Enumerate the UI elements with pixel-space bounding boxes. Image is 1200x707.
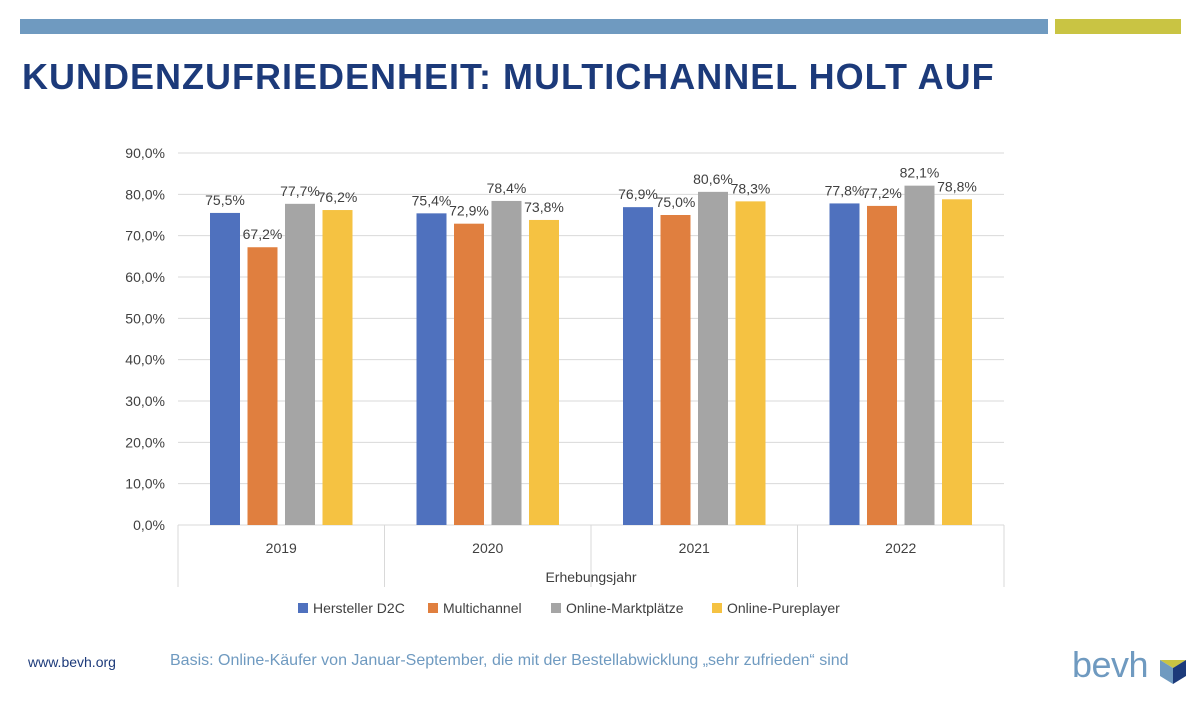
bar xyxy=(454,223,484,525)
legend-swatch xyxy=(298,603,308,613)
logo-text: bevh xyxy=(1072,644,1149,685)
y-tick-label: 60,0% xyxy=(125,269,165,285)
bevh-logo: bevh xyxy=(1072,644,1186,690)
footer-note: Basis: Online-Käufer von Januar-Septembe… xyxy=(170,652,849,669)
legend-swatch xyxy=(428,603,438,613)
legend-label: Online-Pureplayer xyxy=(727,600,840,616)
data-label: 82,1% xyxy=(900,165,940,181)
bar xyxy=(698,191,728,525)
x-axis-title: Erhebungsjahr xyxy=(545,569,636,585)
data-label: 75,5% xyxy=(205,192,245,208)
data-label: 77,8% xyxy=(825,182,865,198)
bar xyxy=(942,199,972,525)
bar xyxy=(416,213,447,525)
y-tick-label: 20,0% xyxy=(125,434,165,450)
x-tick-label: 2022 xyxy=(885,540,916,556)
legend-label: Hersteller D2C xyxy=(313,600,405,616)
data-label: 78,4% xyxy=(487,180,527,196)
data-label: 67,2% xyxy=(243,226,283,242)
y-tick-label: 40,0% xyxy=(125,352,165,368)
y-tick-label: 90,0% xyxy=(125,145,165,161)
x-tick-label: 2021 xyxy=(679,540,710,556)
data-label: 77,7% xyxy=(280,183,320,199)
bar xyxy=(623,207,653,525)
data-label: 76,9% xyxy=(618,186,658,202)
data-label: 77,2% xyxy=(862,185,902,201)
bar xyxy=(285,203,315,525)
bar xyxy=(491,200,522,526)
header-accent-bar-olive xyxy=(1055,19,1181,34)
data-label: 75,0% xyxy=(656,194,696,210)
bar xyxy=(867,205,897,525)
bar xyxy=(210,212,240,525)
data-label: 80,6% xyxy=(693,171,733,187)
bar xyxy=(904,185,935,526)
bar xyxy=(735,201,766,526)
legend-label: Multichannel xyxy=(443,600,522,616)
data-label: 78,3% xyxy=(731,180,771,196)
bar xyxy=(322,210,353,526)
footer-url[interactable]: www.bevh.org xyxy=(28,654,116,670)
bar xyxy=(247,247,278,526)
data-label: 73,8% xyxy=(524,199,564,215)
y-tick-label: 30,0% xyxy=(125,393,165,409)
legend-swatch xyxy=(712,603,722,613)
bar xyxy=(529,219,559,525)
logo-cube-icon xyxy=(1160,660,1186,684)
data-label: 78,8% xyxy=(937,178,977,194)
bar xyxy=(829,203,860,525)
y-tick-label: 0,0% xyxy=(133,517,165,533)
y-tick-label: 70,0% xyxy=(125,228,165,244)
bar xyxy=(660,215,691,525)
y-tick-label: 80,0% xyxy=(125,186,165,202)
legend-label: Online-Marktplätze xyxy=(566,600,684,616)
x-tick-label: 2019 xyxy=(266,540,297,556)
page-title: KUNDENZUFRIEDENHEIT: MULTICHANNEL HOLT A… xyxy=(22,56,995,97)
legend-swatch xyxy=(551,603,561,613)
y-tick-label: 10,0% xyxy=(125,476,165,492)
y-tick-label: 50,0% xyxy=(125,310,165,326)
data-label: 76,2% xyxy=(318,189,358,205)
header-accent-bar-blue xyxy=(20,19,1048,34)
data-label: 75,4% xyxy=(412,192,452,208)
x-tick-label: 2020 xyxy=(472,540,503,556)
data-label: 72,9% xyxy=(449,203,489,219)
